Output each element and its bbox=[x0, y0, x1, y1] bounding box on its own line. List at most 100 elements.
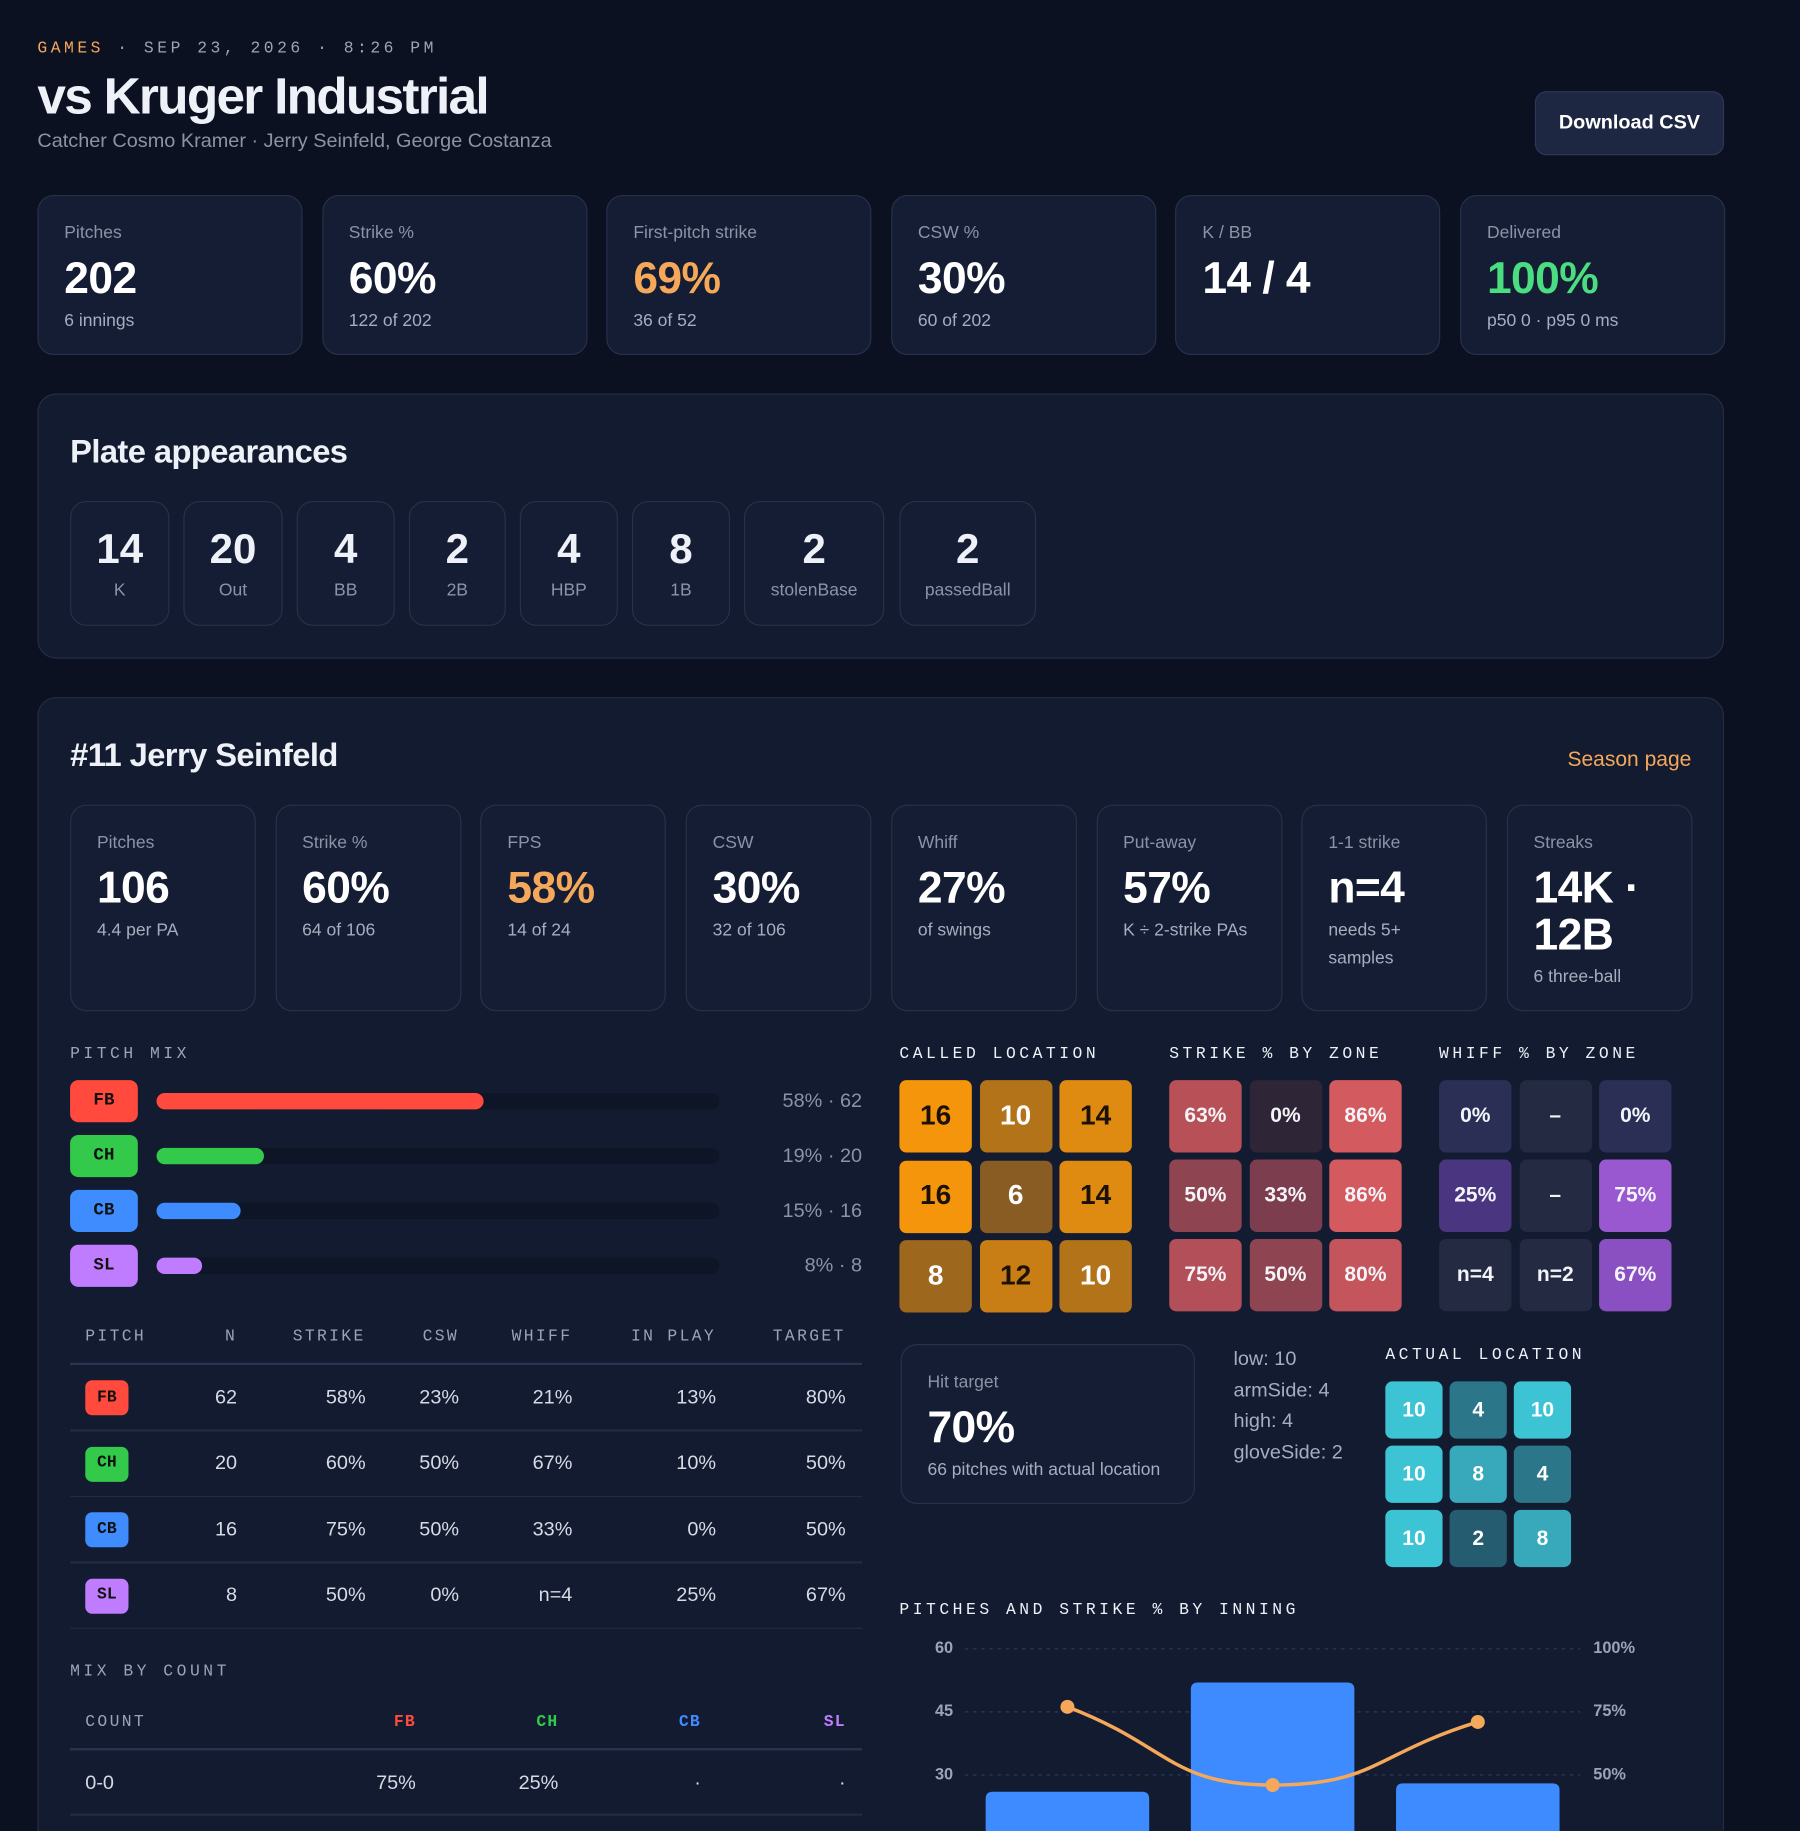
heat-cell: 10 bbox=[1385, 1509, 1443, 1568]
pa-item bbox=[519, 500, 618, 626]
eyebrow: GAMES · SEP 23, 2026 · 8:26 PM bbox=[37, 40, 437, 59]
download-button[interactable]: Download CSV bbox=[1534, 91, 1725, 156]
pitch-badge: CB bbox=[70, 1189, 138, 1232]
card-value: 70% bbox=[927, 1403, 1015, 1453]
pa-item bbox=[70, 500, 170, 626]
card-label: Hit target bbox=[927, 1372, 999, 1392]
miss-item: low: 10 bbox=[1233, 1347, 1297, 1370]
mix-bar bbox=[156, 1092, 484, 1110]
table-header: STRIKE bbox=[292, 1327, 366, 1346]
zone-cell: 75% bbox=[1599, 1159, 1672, 1232]
zone-cell: 86% bbox=[1329, 1159, 1402, 1232]
table-cell: 0-0 bbox=[85, 1771, 114, 1794]
table-header: CH bbox=[536, 1712, 559, 1732]
card-value: 106 bbox=[96, 864, 170, 914]
heat-value: 8 bbox=[927, 1259, 944, 1292]
zone-cell: 63% bbox=[1169, 1080, 1242, 1153]
zone-value: 86% bbox=[1344, 1183, 1387, 1207]
summary-card: K / BB 14 / 4 bbox=[1175, 195, 1441, 355]
pitcher-card: Pitches 106 4.4 per PA bbox=[70, 804, 256, 1012]
season-link[interactable]: Season page bbox=[1567, 747, 1692, 771]
table-cell: 16 bbox=[215, 1517, 238, 1540]
card-note: 36 of 52 bbox=[633, 310, 697, 331]
hit-target-card: Hit target 70% 66 pitches with actual loca… bbox=[900, 1344, 1195, 1505]
heat-cell: 14 bbox=[1059, 1080, 1132, 1153]
miss-item: gloveSide: 2 bbox=[1233, 1440, 1343, 1464]
card-note: 6 innings bbox=[64, 310, 135, 331]
heat-cell: 16 bbox=[899, 1160, 972, 1233]
heat-cell: 10 bbox=[1385, 1381, 1443, 1439]
card-value: 69% bbox=[633, 254, 721, 304]
heat-value: 8 bbox=[1472, 1461, 1485, 1485]
card-value: 60% bbox=[302, 864, 390, 914]
heat-value: 6 bbox=[1007, 1179, 1024, 1212]
heat-value: 10 bbox=[1402, 1461, 1426, 1485]
summary-card: Strike % 60% 122 of 202 bbox=[321, 195, 588, 355]
pa-title: Plate appearances bbox=[70, 433, 348, 470]
table-rule bbox=[70, 1748, 863, 1750]
card-value: 202 bbox=[64, 254, 137, 304]
pa-value: 20 bbox=[209, 524, 257, 573]
table-cell: 50% bbox=[805, 1517, 846, 1540]
card-label: CSW % bbox=[917, 223, 980, 243]
card-note: 14 of 24 bbox=[507, 920, 571, 941]
card-value: 60% bbox=[348, 254, 437, 304]
zone-cell: 50% bbox=[1169, 1159, 1242, 1232]
pa-value: 2 bbox=[445, 524, 469, 573]
section-title: CALLED LOCATION bbox=[899, 1044, 1100, 1064]
zone-cell: n=2 bbox=[1519, 1238, 1592, 1312]
zone-value: 63% bbox=[1184, 1103, 1227, 1128]
heat-cell: 16 bbox=[899, 1080, 972, 1153]
strike-dot bbox=[1470, 1714, 1485, 1729]
zone-value: 25% bbox=[1454, 1183, 1497, 1207]
miss-item: high: 4 bbox=[1233, 1409, 1294, 1432]
card-label: Streaks bbox=[1533, 832, 1593, 853]
table-cell: 62 bbox=[215, 1385, 238, 1409]
card-label: 1-1 strike bbox=[1328, 832, 1401, 853]
pa-value: 8 bbox=[669, 524, 693, 573]
card-note: 32 of 106 bbox=[712, 920, 786, 941]
pa-label: passedBall bbox=[924, 580, 1011, 601]
pitch-badge: FB bbox=[85, 1380, 129, 1416]
card-label: Strike % bbox=[348, 223, 415, 243]
zone-cell: 0% bbox=[1249, 1080, 1322, 1153]
table-cell: 80% bbox=[805, 1385, 846, 1409]
mix-label: 15% · 16 bbox=[782, 1199, 863, 1222]
pitch-code: CB bbox=[97, 1519, 117, 1539]
pa-item bbox=[744, 500, 885, 626]
card-label: First-pitch strike bbox=[633, 223, 757, 243]
table-rule bbox=[70, 1495, 863, 1498]
mix-bar bbox=[156, 1257, 202, 1274]
heat-value: 12 bbox=[1000, 1259, 1032, 1292]
table-cell: 25% bbox=[676, 1583, 717, 1606]
bar bbox=[985, 1791, 1150, 1831]
zone-value: 0% bbox=[1460, 1103, 1491, 1128]
heat-value: 10 bbox=[1402, 1525, 1426, 1550]
pitch-badge: CH bbox=[70, 1135, 138, 1178]
card-note: needs 5+ samples bbox=[1328, 920, 1401, 969]
heat-value: 14 bbox=[1080, 1179, 1112, 1212]
heat-cell: 10 bbox=[1385, 1445, 1443, 1503]
zone-cell: 0% bbox=[1599, 1080, 1672, 1153]
card-note: 6 three-ball bbox=[1533, 966, 1622, 987]
table-header: CB bbox=[678, 1712, 701, 1732]
pa-label: BB bbox=[334, 580, 358, 601]
heat-value: 8 bbox=[1536, 1525, 1549, 1550]
table-rule bbox=[70, 1627, 863, 1629]
pitcher-card: Whiff 27% of swings bbox=[891, 804, 1077, 1012]
pa-item bbox=[183, 500, 283, 626]
heat-cell: 6 bbox=[979, 1160, 1052, 1233]
zone-value: 75% bbox=[1614, 1183, 1657, 1207]
pa-label: 1B bbox=[670, 580, 692, 601]
pitch-code: SL bbox=[93, 1255, 115, 1276]
card-note: K ÷ 2-strike PAs bbox=[1123, 920, 1248, 941]
pa-value: 4 bbox=[557, 524, 581, 573]
section-title: WHIFF % BY ZONE bbox=[1439, 1044, 1639, 1064]
table-header: WHIFF bbox=[511, 1327, 573, 1346]
miss-item: armSide: 4 bbox=[1233, 1378, 1330, 1401]
pitcher-card: Streaks 14K · 12B 6 three-ball bbox=[1506, 804, 1693, 1012]
card-label: Strike % bbox=[302, 832, 368, 853]
bar-track bbox=[156, 1257, 720, 1274]
table-cell: 10% bbox=[676, 1451, 717, 1475]
